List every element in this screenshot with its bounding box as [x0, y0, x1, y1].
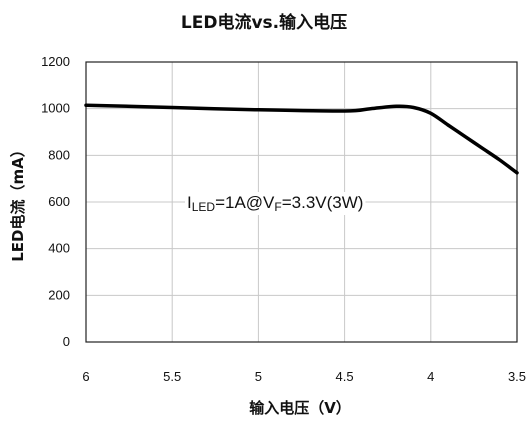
y-tick-label: 600	[48, 194, 70, 209]
x-tick-label: 4	[427, 369, 434, 384]
x-tick-label: 5.5	[163, 369, 181, 384]
y-tick-label: 1000	[41, 101, 70, 116]
y-tick-label: 400	[48, 241, 70, 256]
chart-title: LED电流vs.输入电压	[181, 12, 347, 33]
x-tick-label: 5	[255, 369, 262, 384]
series-group	[84, 103, 519, 175]
y-tick-label: 200	[48, 287, 70, 302]
x-tick-label: 6	[82, 369, 89, 384]
y-tick-label: 0	[63, 334, 70, 349]
annotation-label: ILED=1A@VF=3.3V(3W)	[187, 193, 363, 214]
y-axis-ticks: 0 200 400 600 800 1000 1200	[41, 54, 70, 349]
y-axis-label: LED电流（mA）	[9, 142, 27, 262]
x-tick-label: 3.5	[508, 369, 526, 384]
annotation-text: =1A@V	[215, 193, 275, 212]
y-tick-label: 800	[48, 147, 70, 162]
annotation-background	[185, 192, 366, 215]
annotation-subscript: F	[274, 200, 281, 214]
x-axis-label: 输入电压（V）	[249, 399, 351, 417]
annotation-text: I	[187, 193, 192, 212]
y-tick-label: 1200	[41, 54, 70, 69]
plot-area-border	[85, 61, 518, 343]
series-line	[84, 103, 519, 175]
x-axis-ticks: 6 5.5 5 4.5 4 3.5	[82, 369, 526, 384]
annotation-subscript: LED	[192, 200, 216, 214]
x-tick-label: 4.5	[336, 369, 354, 384]
annotation-text: =3.3V(3W)	[282, 193, 364, 212]
